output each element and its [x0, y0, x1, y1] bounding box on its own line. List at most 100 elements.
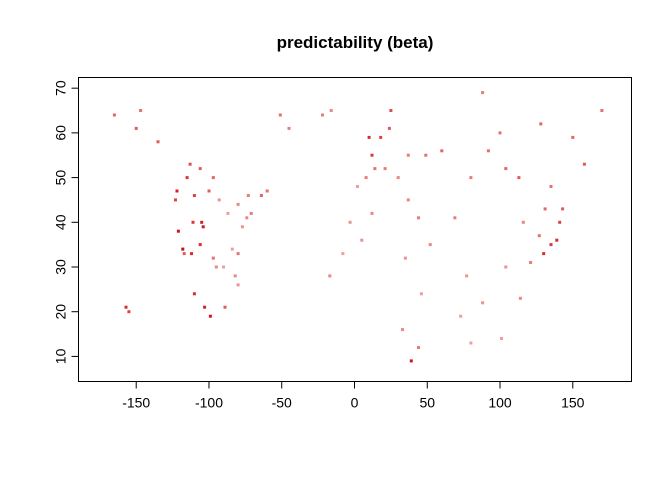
data-point: [208, 314, 212, 318]
data-point: [481, 301, 485, 305]
x-tick-label: 150: [561, 395, 585, 411]
x-tick-label: -50: [272, 395, 292, 411]
data-point: [278, 113, 282, 117]
data-point: [190, 252, 193, 256]
data-point: [406, 153, 410, 157]
y-tick-label: 20: [53, 304, 69, 320]
data-point: [222, 265, 225, 269]
data-point: [341, 252, 345, 256]
data-point: [134, 126, 138, 130]
data-point: [370, 153, 374, 157]
data-point: [537, 234, 541, 238]
data-point: [360, 238, 364, 242]
data-point: [417, 346, 420, 349]
data-point: [517, 176, 521, 180]
data-point: [459, 314, 463, 318]
data-point: [355, 185, 359, 188]
data-point: [571, 135, 575, 139]
y-axis: 10 20 30 40 50 60 70: [53, 80, 79, 364]
data-point: [245, 216, 249, 220]
data-point: [203, 305, 207, 309]
data-point: [176, 229, 180, 233]
data-point: [387, 126, 391, 130]
data-point: [367, 135, 371, 139]
data-point: [223, 305, 227, 309]
data-point: [498, 131, 502, 135]
data-point: [112, 113, 116, 117]
data-point: [549, 243, 553, 247]
data-point: [198, 167, 202, 171]
data-point: [428, 243, 432, 247]
y-tick-label: 70: [53, 80, 69, 96]
data-point: [440, 149, 444, 153]
data-point: [175, 189, 179, 193]
data-point: [403, 256, 407, 260]
data-point: [181, 247, 185, 251]
x-tick-label: 0: [351, 395, 359, 411]
data-point: [518, 296, 522, 300]
data-point: [561, 207, 565, 211]
data-point: [529, 261, 533, 264]
data-point: [236, 252, 240, 256]
data-point: [226, 211, 230, 215]
data-point: [249, 211, 253, 215]
data-point: [555, 238, 559, 242]
data-point: [233, 274, 237, 278]
data-point: [192, 194, 196, 197]
data-point: [329, 109, 333, 112]
data-point: [504, 167, 508, 171]
data-point: [469, 341, 473, 345]
data-point: [409, 359, 413, 363]
y-tick-label: 50: [53, 170, 69, 186]
data-point: [465, 274, 469, 278]
data-point: [424, 153, 428, 157]
y-tick-label: 60: [53, 125, 69, 141]
points-layer: [112, 91, 604, 363]
data-point: [419, 292, 423, 296]
data-point: [542, 252, 546, 256]
data-point: [401, 328, 404, 332]
data-point: [230, 247, 234, 251]
data-point: [207, 189, 211, 193]
data-point: [373, 167, 377, 171]
data-point: [246, 194, 250, 197]
x-tick-label: -150: [122, 395, 150, 411]
data-point: [486, 149, 490, 153]
data-point: [558, 220, 562, 224]
data-point: [156, 140, 160, 144]
data-point: [328, 274, 332, 278]
data-point: [124, 305, 128, 309]
data-point: [211, 176, 215, 180]
data-point: [348, 220, 352, 224]
data-point: [211, 256, 215, 260]
data-point: [582, 162, 586, 166]
data-point: [549, 185, 553, 188]
data-point: [396, 176, 400, 180]
data-point: [370, 211, 374, 215]
data-point: [201, 225, 205, 229]
data-point: [127, 310, 131, 314]
data-point: [191, 220, 195, 224]
plot-area-frame: [78, 77, 632, 382]
data-point: [192, 292, 196, 296]
data-point: [188, 162, 192, 166]
data-point: [265, 189, 269, 193]
x-tick-label: -100: [195, 395, 223, 411]
x-axis: -150 -100 -50 0 50 100 150: [122, 381, 585, 411]
data-point: [364, 176, 368, 180]
y-tick-label: 10: [53, 348, 69, 364]
data-point: [469, 176, 473, 180]
data-point: [236, 283, 240, 287]
data-point: [198, 243, 202, 247]
data-point: [389, 109, 393, 112]
y-tick-label: 40: [53, 214, 69, 230]
x-tick-label: 50: [419, 395, 435, 411]
data-point: [406, 198, 410, 202]
data-point: [236, 202, 240, 206]
data-point: [453, 216, 457, 220]
data-point: [543, 207, 547, 211]
data-point: [600, 109, 604, 112]
data-point: [174, 198, 177, 202]
data-point: [500, 337, 503, 340]
